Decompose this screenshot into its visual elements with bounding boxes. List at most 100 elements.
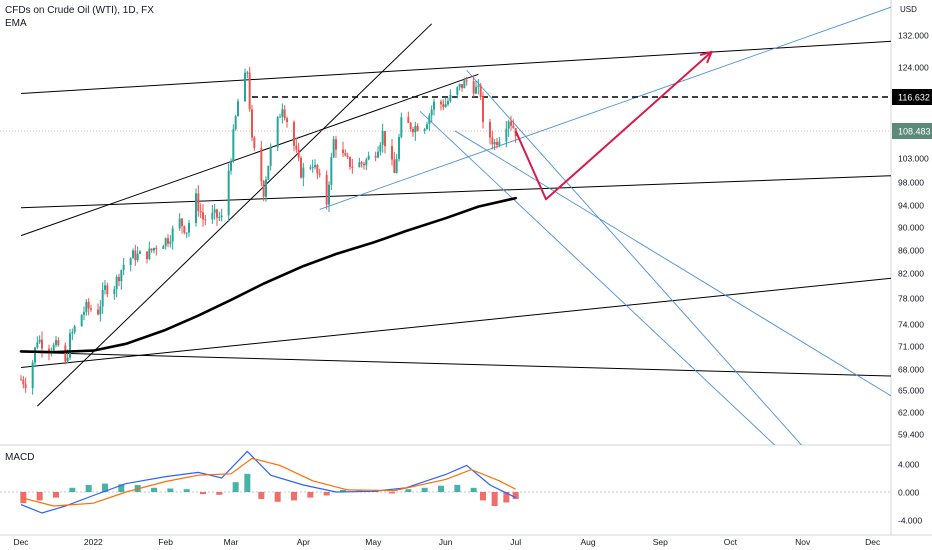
forecast-arrow	[514, 50, 713, 201]
candle	[428, 112, 431, 131]
macd-histogram-bar	[274, 492, 281, 502]
candle	[351, 158, 354, 174]
candle	[120, 269, 123, 290]
signal-line	[20, 457, 516, 507]
candle	[374, 151, 377, 162]
candle	[498, 136, 501, 148]
macd-histogram-bar	[118, 484, 125, 492]
candle	[244, 68, 246, 102]
time-tick-label: Dec	[865, 537, 881, 547]
candle	[489, 118, 491, 145]
candle	[456, 86, 459, 99]
candle	[181, 217, 183, 234]
macd-tick-label: 0.000	[898, 488, 920, 498]
candle	[188, 219, 190, 238]
forecast-arrowhead	[699, 50, 713, 64]
macd-histogram-bar	[405, 489, 412, 492]
candle	[24, 377, 27, 393]
price-tick-label: 103.000	[898, 154, 929, 164]
time-tick-label: Nov	[795, 537, 811, 547]
candle	[213, 204, 216, 220]
candle	[139, 250, 141, 254]
candle	[407, 111, 410, 123]
macd-histogram-bar	[85, 485, 92, 492]
candle	[433, 98, 435, 116]
candle	[297, 142, 300, 162]
candle	[253, 136, 256, 152]
candle	[344, 149, 347, 157]
candle	[391, 139, 393, 166]
candle	[465, 76, 468, 86]
candle	[482, 91, 484, 129]
price-tick-label: 108.483	[898, 127, 931, 137]
candle	[505, 121, 508, 148]
candle	[195, 188, 197, 227]
candle	[64, 342, 67, 365]
ema-line	[19, 196, 517, 354]
candle	[113, 285, 116, 300]
macd-pane	[0, 450, 891, 514]
candle	[251, 104, 253, 142]
trendline-2	[20, 175, 891, 209]
candle	[99, 299, 102, 322]
candle	[316, 163, 319, 180]
candle	[38, 335, 41, 344]
time-tick-label: Dec	[13, 537, 29, 547]
candle	[211, 204, 214, 224]
macd-histogram-bar	[151, 487, 157, 492]
candle	[115, 274, 118, 298]
ema-indicator-label: EMA	[5, 18, 27, 29]
candle	[118, 273, 120, 287]
price-tick-label: 82.000	[898, 269, 924, 279]
candle	[430, 105, 433, 123]
ema-layer	[19, 196, 517, 354]
time-tick-label: Mar	[224, 537, 239, 547]
candle	[265, 176, 267, 202]
macd-histogram-bar	[216, 492, 223, 495]
candle	[510, 115, 512, 131]
candle	[57, 337, 60, 347]
price-tick-label: 116.632	[898, 93, 930, 103]
candle	[237, 98, 239, 117]
macd-histogram-bar	[291, 492, 297, 501]
candle	[246, 70, 249, 79]
time-tick-label: Jul	[510, 537, 521, 547]
candle	[295, 137, 298, 153]
macd-histogram-bar	[307, 492, 314, 498]
candle	[73, 324, 76, 335]
candle	[426, 121, 428, 130]
candle	[283, 105, 286, 121]
candle	[148, 241, 151, 261]
time-tick-label: Feb	[158, 537, 173, 547]
candle	[197, 185, 200, 217]
macd-histogram-bar	[503, 492, 510, 503]
candle	[164, 237, 167, 250]
candle	[335, 135, 337, 158]
candle	[162, 244, 165, 249]
candle	[447, 97, 449, 107]
candle	[153, 247, 155, 254]
candle	[414, 121, 417, 141]
candle	[463, 77, 466, 89]
symbol-title: CFDs on Crude Oil (WTI), 1D, FX	[5, 5, 154, 16]
candle	[220, 208, 223, 222]
candle	[146, 251, 148, 264]
candle	[442, 99, 445, 111]
candle	[260, 140, 263, 187]
candle	[412, 127, 414, 137]
candle	[230, 158, 232, 175]
candle	[363, 161, 365, 170]
price-tick-label: 74.000	[898, 320, 924, 330]
price-tick-label: 86.000	[898, 246, 924, 256]
macd-histogram-bar	[69, 487, 76, 492]
candle	[97, 303, 99, 316]
candle	[227, 163, 230, 223]
candle	[104, 280, 106, 295]
candle	[458, 83, 461, 91]
candle	[309, 164, 312, 171]
candle	[360, 160, 363, 168]
candle	[472, 74, 475, 98]
candle	[279, 113, 281, 118]
candle	[496, 138, 498, 149]
